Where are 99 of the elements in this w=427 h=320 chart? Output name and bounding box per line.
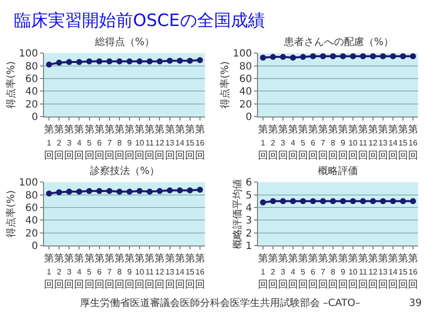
- y-tick-label: 80: [25, 190, 38, 202]
- x-tick-label: 第10回: [348, 252, 358, 291]
- x-tick-label: 第3回: [64, 124, 74, 162]
- chart-title: 患者さんへの配慮（%）: [283, 36, 394, 48]
- y-tick-label: 20: [25, 99, 38, 110]
- x-tick-label: 第16回: [408, 124, 418, 162]
- x-tick-label: 第13回: [378, 124, 388, 162]
- x-tick-label: 第9回: [338, 252, 348, 291]
- x-tick-label: 第7回: [104, 252, 114, 291]
- y-tick-label: 80: [239, 61, 252, 72]
- x-tick-label: 第11回: [144, 252, 155, 291]
- x-tick-label: 第13回: [378, 252, 388, 291]
- text: 39: [409, 298, 422, 309]
- x-tick-label: 第8回: [328, 124, 338, 162]
- x-tick-label: 第15回: [184, 252, 195, 291]
- x-tick-label: 第6回: [94, 124, 104, 162]
- x-tick-label: 第7回: [318, 252, 328, 291]
- y-tick-label: 100: [18, 48, 38, 60]
- x-tick-label: 第15回: [398, 252, 408, 291]
- x-tick-label: 第14回: [388, 252, 398, 291]
- x-tick-label: 第16回: [194, 124, 205, 162]
- x-tick-label: 第13回: [164, 124, 175, 162]
- y-tick-label: 60: [25, 74, 38, 86]
- x-tick-label: 第16回: [408, 252, 418, 291]
- x-tick-label: 第8回: [114, 252, 124, 291]
- y-tick-label: 20: [239, 99, 252, 110]
- chart-title: 概略評価: [318, 165, 358, 177]
- x-tick-label: 第4回: [288, 124, 298, 162]
- y-tick-label: 1: [246, 241, 252, 252]
- x-tick-label: 第12回: [368, 252, 378, 291]
- x-tick-label: 第7回: [104, 124, 114, 162]
- y-tick-label: 80: [25, 61, 38, 72]
- x-tick-label: 第8回: [114, 124, 124, 162]
- x-tick-label: 第3回: [64, 252, 74, 291]
- x-tick-label: 第13回: [164, 252, 175, 291]
- x-tick-label: 第12回: [154, 252, 165, 291]
- x-tick-label: 第2回: [54, 124, 64, 162]
- y-axis-title: 得点率(%): [4, 61, 17, 109]
- x-tick-label: 第3回: [278, 124, 288, 162]
- x-tick-label: 第5回: [84, 124, 94, 162]
- y-tick-label: 6: [246, 178, 252, 189]
- text: 臨床実習開始前OSCEの全国成績: [14, 11, 265, 31]
- x-tick-label: 第11回: [144, 124, 155, 162]
- x-tick-label: 第2回: [268, 252, 278, 291]
- x-tick-label: 第9回: [338, 124, 348, 162]
- x-tick-label: 第5回: [298, 252, 308, 291]
- x-tick-label: 第15回: [184, 124, 195, 162]
- y-tick-label: 40: [239, 86, 252, 98]
- x-tick-label: 第16回: [194, 252, 205, 291]
- y-axis-title: 得点率(%): [218, 61, 231, 109]
- y-tick-label: 40: [25, 216, 38, 227]
- y-tick-label: 20: [25, 228, 38, 240]
- x-tick-label: 第12回: [368, 124, 378, 162]
- x-tick-label: 第11回: [358, 124, 368, 162]
- y-axis-title: 得点率(%): [4, 190, 17, 238]
- x-tick-label: 第10回: [134, 124, 145, 162]
- x-tick-label: 第15回: [398, 124, 408, 162]
- y-tick-label: 3: [246, 216, 252, 227]
- y-tick-label: 5: [246, 190, 252, 202]
- y-axis-title: 概略評価平均値: [232, 178, 244, 249]
- x-tick-label: 第14回: [388, 124, 398, 162]
- x-tick-label: 第10回: [134, 252, 145, 291]
- x-tick-label: 第5回: [84, 252, 94, 291]
- x-tick-label: 第3回: [278, 252, 288, 291]
- x-tick-label: 第12回: [154, 124, 165, 162]
- y-tick-label: 4: [246, 203, 252, 214]
- y-tick-label: 100: [232, 48, 252, 60]
- chart-title: 総得点（%）: [94, 36, 155, 48]
- x-tick-label: 第1回: [44, 252, 54, 291]
- x-tick-label: 第6回: [308, 252, 318, 291]
- x-tick-label: 第1回: [258, 124, 268, 162]
- x-tick-label: 第10回: [348, 124, 358, 162]
- x-tick-label: 第9回: [124, 124, 135, 162]
- y-tick-label: 0: [32, 241, 38, 252]
- x-tick-label: 第5回: [298, 124, 308, 162]
- chart-title: 診察技法（%）: [90, 165, 160, 177]
- y-tick-label: 40: [25, 86, 38, 98]
- x-tick-label: 第8回: [328, 252, 338, 291]
- x-tick-label: 第4回: [74, 252, 84, 291]
- x-tick-label: 第14回: [174, 252, 185, 291]
- text: 厚生労働省医道審議会医師分科会医学生共用試験部会 –CATO–: [80, 297, 360, 309]
- y-tick-label: 100: [18, 178, 38, 189]
- x-tick-label: 第7回: [318, 124, 328, 162]
- x-tick-label: 第1回: [258, 252, 268, 291]
- y-tick-label: 2: [246, 228, 252, 240]
- y-tick-label: 60: [25, 203, 38, 214]
- x-tick-label: 第6回: [308, 124, 318, 162]
- x-tick-label: 第4回: [74, 124, 84, 162]
- x-tick-label: 第4回: [288, 252, 298, 291]
- x-tick-label: 第14回: [174, 124, 185, 162]
- x-tick-label: 第6回: [94, 252, 104, 291]
- x-tick-label: 第2回: [54, 252, 64, 291]
- x-tick-label: 第1回: [44, 124, 54, 162]
- y-tick-label: 0: [32, 112, 38, 124]
- y-tick-label: 60: [239, 74, 252, 86]
- x-tick-label: 第11回: [358, 252, 368, 291]
- y-tick-label: 0: [246, 112, 252, 124]
- x-tick-label: 第2回: [268, 124, 278, 162]
- x-tick-label: 第9回: [124, 252, 135, 291]
